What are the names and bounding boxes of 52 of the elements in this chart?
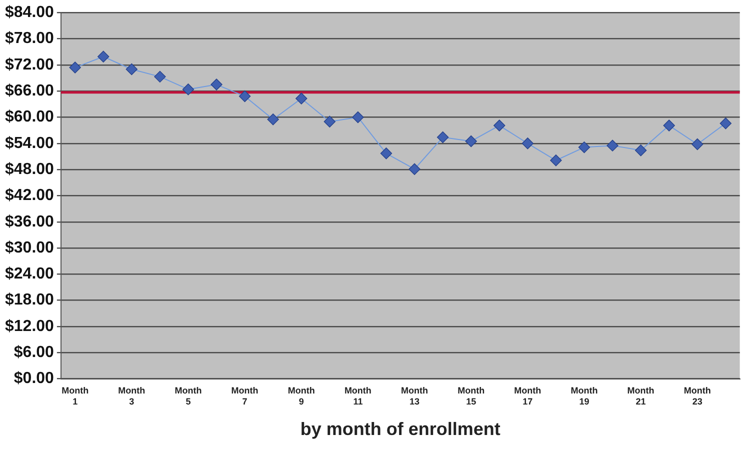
point — [296, 92, 308, 104]
point — [210, 78, 222, 90]
point — [69, 62, 81, 74]
x-tick-label: Month 9 — [288, 386, 315, 406]
y-tick-label: $72.00 — [5, 56, 54, 74]
point — [550, 154, 562, 166]
y-tick-label: $66.00 — [5, 82, 54, 100]
point — [692, 138, 704, 150]
point — [408, 163, 420, 175]
y-tick-label: $30.00 — [5, 239, 54, 256]
point — [380, 148, 392, 160]
point — [663, 120, 675, 132]
x-tick-label: Month 23 — [684, 386, 711, 406]
y-tick-label: $18.00 — [5, 292, 54, 309]
point — [720, 117, 732, 130]
y-tick-label: $42.00 — [5, 187, 54, 204]
point — [126, 63, 138, 76]
point — [578, 141, 590, 154]
point — [238, 90, 251, 102]
x-tick-label: Month 15 — [458, 386, 485, 406]
x-tick-label: Month 17 — [514, 386, 542, 406]
x-axis-title: by month of enrollment — [300, 419, 500, 440]
point — [634, 144, 647, 156]
point — [352, 111, 364, 124]
x-tick-label: Month 21 — [627, 386, 654, 406]
point — [154, 70, 166, 83]
y-tick-label: $12.00 — [5, 318, 54, 335]
y-tick-label: $54.00 — [5, 134, 54, 152]
point — [522, 138, 534, 150]
x-tick-label: Month 5 — [174, 386, 202, 406]
point — [436, 131, 449, 144]
point — [98, 50, 110, 62]
y-tick-label: $0.00 — [14, 370, 54, 388]
point — [182, 83, 194, 96]
point — [324, 116, 336, 128]
x-tick-label: Month 11 — [344, 386, 372, 406]
y-tick-label: $6.00 — [14, 344, 54, 362]
x-tick-label: Month 13 — [401, 386, 428, 406]
y-tick-label: $60.00 — [5, 108, 54, 126]
y-tick-label: $24.00 — [5, 266, 54, 283]
y-tick-label: $36.00 — [5, 213, 54, 230]
point — [267, 114, 279, 126]
point — [494, 120, 506, 132]
x-tick-label: Month 7 — [231, 386, 258, 406]
y-tick-label: $84.00 — [5, 4, 54, 22]
point — [465, 135, 477, 148]
y-tick-label: $48.00 — [5, 160, 54, 178]
point — [606, 140, 618, 152]
x-tick-label: Month 3 — [118, 386, 146, 406]
x-tick-label: Month 1 — [62, 386, 89, 406]
x-tick-label: Month 19 — [570, 386, 598, 406]
y-tick-label: $78.00 — [5, 30, 54, 48]
